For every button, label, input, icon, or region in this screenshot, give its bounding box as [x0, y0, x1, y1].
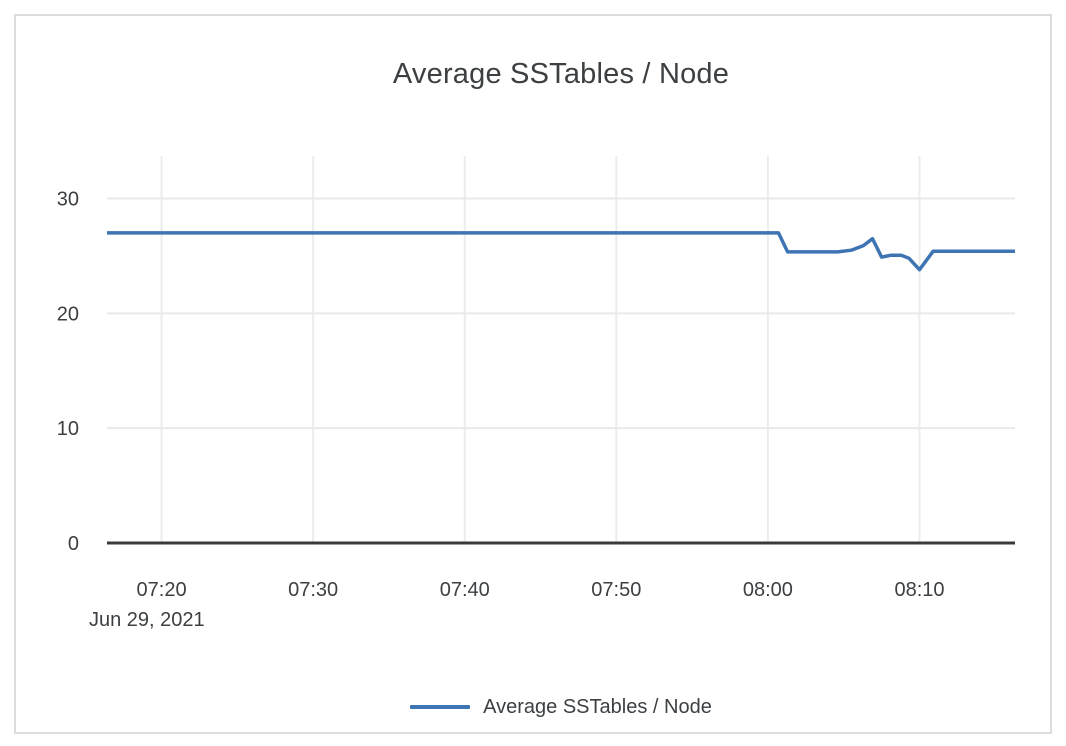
- chart-panel: Average SSTables / Node 0 10 20 30 07:20 07:3…: [14, 14, 1052, 734]
- legend-label: Average SSTables / Node: [483, 695, 712, 718]
- line-chart-plot: 0 10 20 30 07:20 07:30 07:40 07:50 08:00 08:10 Jun…: [57, 156, 1015, 631]
- x-tick-label: 07:20: [137, 579, 187, 601]
- x-tick-label: 08:10: [894, 579, 944, 601]
- x-tick-label: 07:50: [591, 579, 641, 601]
- y-tick-label: 10: [57, 418, 79, 440]
- chart-title: Average SSTables / Node: [392, 58, 730, 90]
- x-tick-label: 08:00: [743, 579, 793, 601]
- y-tick-label: 20: [57, 303, 79, 325]
- y-tick-label: 30: [57, 188, 79, 210]
- y-tick-label: 0: [68, 533, 79, 555]
- x-tick-label: 07:30: [288, 579, 338, 601]
- x-axis-date-label: Jun 29, 2021: [89, 609, 205, 631]
- series-line: [107, 231, 1015, 272]
- legend: Average SSTables / Node: [107, 692, 1015, 722]
- legend-line-swatch: [410, 705, 471, 709]
- x-tick-label: 07:40: [440, 579, 490, 601]
